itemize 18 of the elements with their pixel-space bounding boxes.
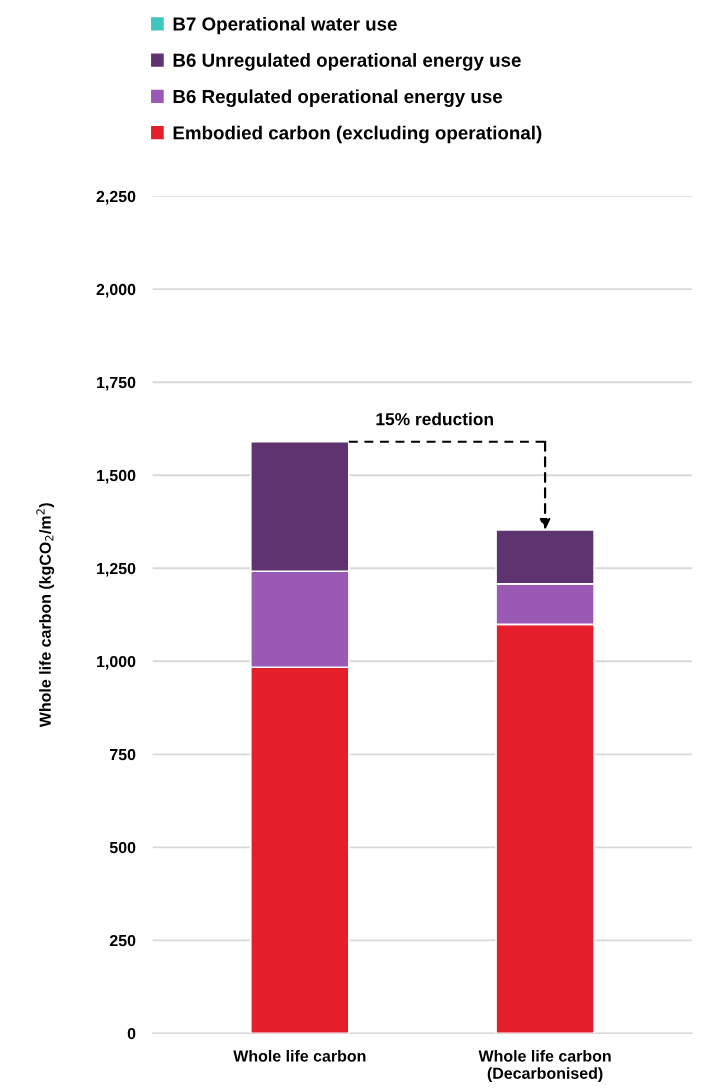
y-tick-label: 750: [110, 748, 136, 761]
x-tick-label: Whole life carbon: [233, 1049, 366, 1062]
y-tick-label: 500: [109, 841, 136, 854]
legend-label: B6 Regulated operational energy use: [173, 89, 503, 107]
legend-label: B6 Unregulated operational energy use: [173, 53, 521, 71]
y-tick-label: 1,250: [97, 562, 136, 577]
y-tick-label: 1,000: [97, 655, 136, 670]
legend-label: B7 Operational water use: [173, 16, 397, 35]
y-tick-label: 2,250: [96, 190, 136, 205]
y-tick-label: 2,000: [96, 283, 136, 298]
y-tick-label: 1,500: [97, 469, 136, 484]
legend-label: Embodied carbon (excluding operational): [173, 125, 542, 144]
y-tick-label: 0: [127, 1027, 136, 1040]
x-tick-label: Whole life carbon (Decarbonised): [478, 1049, 611, 1083]
annotation: 15% reduction: [376, 412, 493, 426]
y-tick-label: 250: [109, 934, 136, 947]
y-axis-title: Whole life carbon (kgCO$_{2}$/m$^{2}$): [36, 503, 55, 728]
y-tick-label: 1,750: [97, 376, 136, 391]
